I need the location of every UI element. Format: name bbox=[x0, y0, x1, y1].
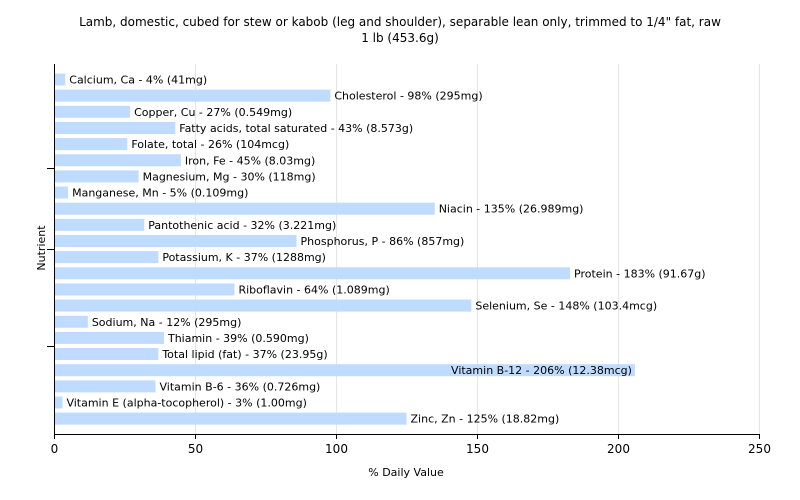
bar-label: Niacin - 135% (26.989mg) bbox=[439, 203, 584, 216]
bar bbox=[55, 235, 297, 247]
x-tick-label: 250 bbox=[748, 442, 771, 456]
bar bbox=[55, 283, 235, 296]
y-axis-title: Nutrient bbox=[35, 225, 48, 271]
bar bbox=[55, 380, 156, 393]
bar-label: Sodium, Na - 12% (295mg) bbox=[92, 316, 242, 329]
bars bbox=[55, 73, 635, 425]
bar-labels: Calcium, Ca - 4% (41mg) Cholesterol - 98%… bbox=[66, 74, 705, 426]
bar-label: Cholesterol - 98% (295mg) bbox=[334, 90, 482, 103]
bar-label: Vitamin B-6 - 36% (0.726mg) bbox=[160, 380, 321, 393]
bar bbox=[55, 186, 69, 199]
bar bbox=[55, 251, 159, 264]
bar bbox=[55, 138, 128, 151]
chart-title: Lamb, domestic, cubed for stew or kabob … bbox=[79, 15, 721, 29]
bar bbox=[55, 396, 63, 409]
bar-label: Iron, Fe - 45% (8.03mg) bbox=[185, 154, 315, 167]
bar-label: Total lipid (fat) - 37% (23.95g) bbox=[161, 348, 327, 361]
bar-label: Magnesium, Mg - 30% (118mg) bbox=[143, 170, 316, 183]
bar bbox=[55, 267, 571, 280]
chart-title-block: Lamb, domestic, cubed for stew or kabob … bbox=[0, 14, 800, 46]
axes: 0 50 100 150 200 250 bbox=[47, 64, 771, 456]
bar bbox=[55, 412, 407, 425]
x-tick-label: 50 bbox=[188, 442, 203, 456]
bar bbox=[55, 315, 88, 328]
x-tick-label: 100 bbox=[325, 442, 348, 456]
bar bbox=[55, 89, 331, 102]
chart-subtitle: 1 lb (453.6g) bbox=[361, 31, 439, 45]
bar-label: Folate, total - 26% (104mcg) bbox=[131, 138, 289, 151]
bar-label: Manganese, Mn - 5% (0.109mg) bbox=[72, 187, 248, 200]
bar-label: Calcium, Ca - 4% (41mg) bbox=[69, 74, 207, 87]
bar bbox=[55, 105, 131, 118]
bar-label: Fatty acids, total saturated - 43% (8.57… bbox=[179, 122, 413, 135]
bar bbox=[55, 202, 435, 215]
bar bbox=[55, 154, 181, 167]
x-tick-label: 0 bbox=[51, 442, 59, 456]
x-tick-label: 150 bbox=[466, 442, 489, 456]
bar bbox=[55, 348, 159, 361]
bar-label: Copper, Cu - 27% (0.549mg) bbox=[134, 106, 292, 119]
x-axis-title: % Daily Value bbox=[368, 466, 444, 479]
bar bbox=[55, 218, 145, 231]
bar-label: Selenium, Se - 148% (103.4mcg) bbox=[475, 300, 657, 313]
bar-label: Vitamin B-12 - 206% (12.38mcg) bbox=[451, 364, 632, 377]
bar bbox=[55, 121, 176, 134]
bar-label: Phosphorus, P - 86% (857mg) bbox=[301, 235, 465, 248]
bar-label: Zinc, Zn - 125% (18.82mg) bbox=[411, 413, 560, 426]
bar bbox=[55, 364, 635, 377]
bar bbox=[55, 73, 66, 86]
bar bbox=[55, 331, 164, 344]
bar-label: Potassium, K - 37% (1288mg) bbox=[162, 251, 326, 264]
x-tick-label: 200 bbox=[607, 442, 630, 456]
bar-label: Pantothenic acid - 32% (3.221mg) bbox=[148, 219, 336, 232]
bar-label: Protein - 183% (91.67g) bbox=[574, 267, 706, 280]
bar-label: Thiamin - 39% (0.590mg) bbox=[167, 332, 309, 345]
bar bbox=[55, 299, 472, 312]
bar-label: Vitamin E (alpha-tocopherol) - 3% (1.00m… bbox=[66, 397, 306, 410]
bar-label: Riboflavin - 64% (1.089mg) bbox=[238, 283, 389, 296]
bar bbox=[55, 170, 139, 183]
gridlines bbox=[195, 64, 760, 434]
